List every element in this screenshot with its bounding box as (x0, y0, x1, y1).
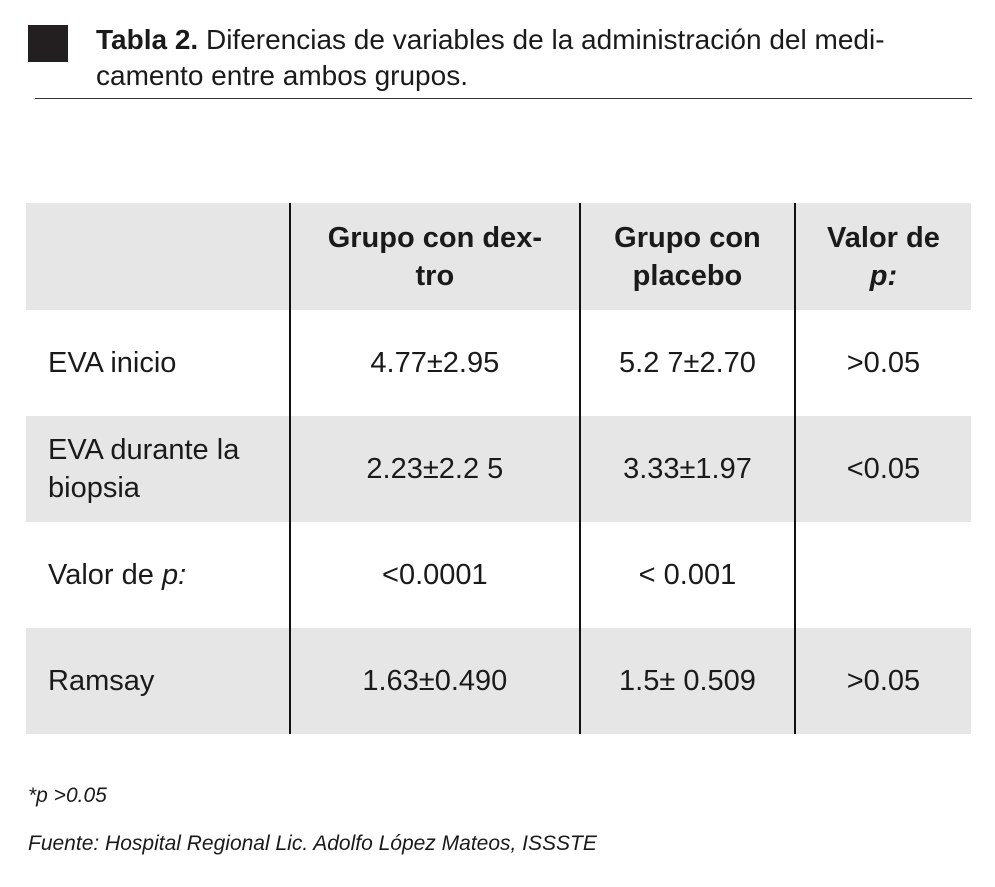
cell-line: tro (415, 259, 455, 292)
table-row: Ramsay 1.63±0.490 1.5± 0.509 >0.05 (26, 628, 971, 734)
footnote: *p >0.05 (28, 784, 107, 807)
row-label: Ramsay (26, 628, 290, 734)
cell-line: Valor de (827, 221, 940, 254)
table-row: EVA inicio 4.77±2.95 5.2 7±2.70 >0.05 (26, 310, 971, 416)
row-label: EVA inicio (26, 310, 290, 416)
cell-line: p: (161, 559, 187, 591)
table-cell: 3.33±1.97 (579, 416, 795, 522)
row-label: Valor de p: (26, 522, 290, 628)
row-label: EVA durante la biopsia (26, 416, 290, 522)
cell-line: p: (869, 259, 898, 292)
table-cell: <0.05 (793, 416, 971, 522)
cell-line: Ramsay (48, 665, 155, 697)
header-row: Grupo con dex-tro Grupo con placebo Valor d… (26, 203, 971, 310)
table-cell: 1.5± 0.509 (579, 628, 795, 734)
data-table: Grupo con dex-tro Grupo con placebo Valor d… (26, 203, 971, 734)
title-marker (28, 25, 68, 62)
cell-line: biopsia (48, 472, 140, 504)
header-cell (26, 203, 290, 310)
table-cell: 4.77±2.95 (288, 310, 581, 416)
title-line: Diferencias de variables de la administr… (205, 24, 885, 55)
header-cell: Grupo con dex-tro (288, 203, 581, 310)
header-cell: Valor de p: (793, 203, 971, 310)
title-line: camento entre ambos grupos. (96, 60, 468, 91)
table-cell: >0.05 (793, 310, 971, 416)
cell-line: Grupo con (614, 221, 761, 254)
cell-line: EVA durante la (48, 434, 240, 466)
table-title: Tabla 2. Diferencias de variables de la … (96, 22, 885, 94)
table-cell: 2.23±2.2 5 (288, 416, 581, 522)
table-cell: 1.63±0.490 (288, 628, 581, 734)
table-cell (793, 522, 971, 628)
table-cell: < 0.001 (579, 522, 795, 628)
cell-line: EVA inicio (48, 347, 177, 379)
title-rule (35, 98, 972, 99)
table-cell: <0.0001 (288, 522, 581, 628)
source: Fuente: Hospital Regional Lic. Adolfo Ló… (28, 832, 597, 855)
cell-line: placebo (632, 259, 743, 292)
table-row: EVA durante la biopsia 2.23±2.2 5 3.33±1.97… (26, 416, 971, 522)
table-row: Valor de p: <0.0001 < 0.001 (26, 522, 971, 628)
table-number: Tabla 2. (96, 24, 199, 55)
header-cell: Grupo con placebo (579, 203, 795, 310)
table-cell: 5.2 7±2.70 (579, 310, 795, 416)
cell-line: Grupo con dex- (327, 221, 542, 254)
cell-line: Valor de (48, 559, 154, 591)
table-cell: >0.05 (793, 628, 971, 734)
